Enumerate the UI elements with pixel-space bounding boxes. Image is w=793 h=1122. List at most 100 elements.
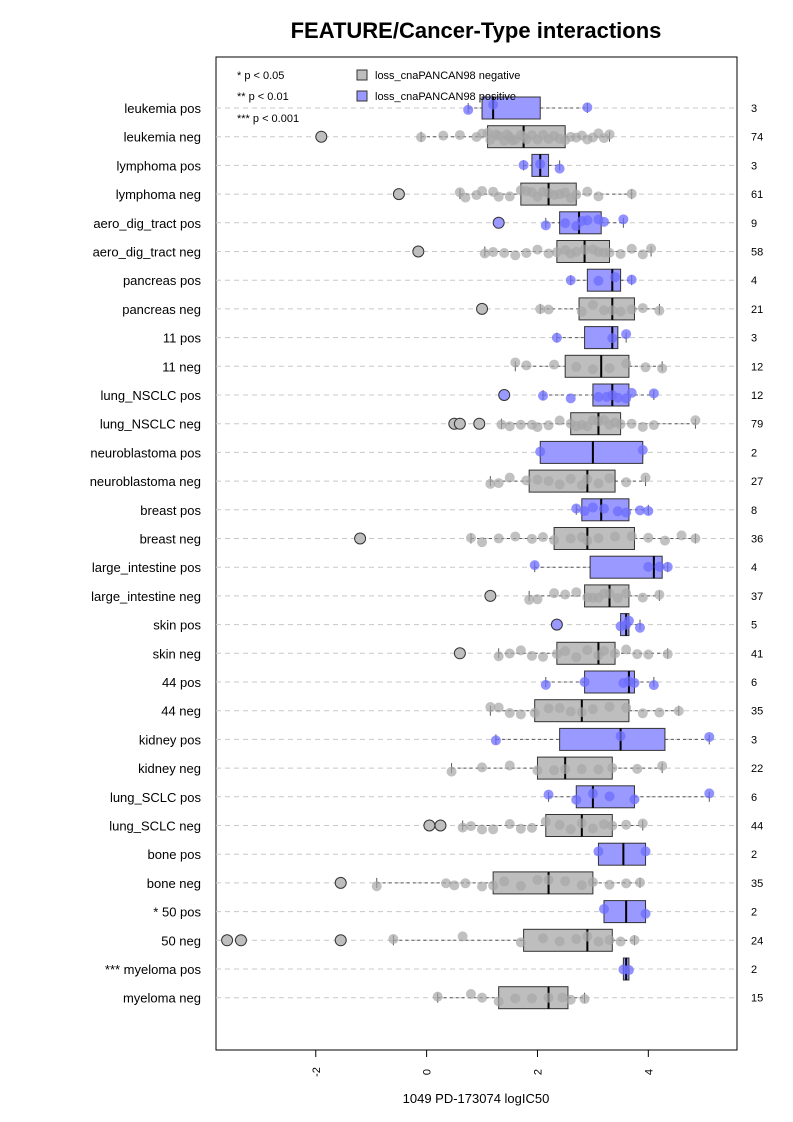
data-point [538, 532, 549, 543]
sample-count: 44 [751, 821, 763, 833]
data-point [654, 589, 665, 600]
data-point [560, 876, 571, 887]
data-point [582, 215, 593, 226]
sample-count: 8 [751, 505, 757, 517]
data-point [532, 874, 543, 885]
data-point [532, 765, 543, 776]
data-point [615, 731, 626, 742]
data-point [629, 677, 640, 688]
data-point [554, 163, 565, 174]
gridlines [216, 107, 737, 999]
outlier-point [334, 876, 347, 889]
row-label: lung_SCLC pos [110, 790, 202, 805]
data-point [607, 305, 618, 316]
data-point [654, 561, 665, 572]
legend-label-positive: loss_cnaPANCAN98 positive [375, 91, 516, 103]
sample-count: 6 [751, 792, 757, 804]
outlier-point [334, 934, 347, 947]
row-label: leukemia pos [124, 101, 201, 116]
data-point [441, 878, 452, 889]
data-point [640, 472, 651, 483]
data-point [610, 648, 621, 659]
data-point [521, 360, 532, 371]
data-point [538, 390, 549, 401]
data-point [526, 650, 537, 661]
data-point [504, 819, 515, 830]
data-point [526, 822, 537, 833]
row-label: 11 neg [162, 359, 201, 374]
data-point [579, 506, 590, 517]
data-point [416, 132, 427, 143]
sample-count: 35 [751, 706, 763, 718]
data-point [629, 794, 640, 805]
data-point [554, 936, 565, 947]
data-point [388, 934, 399, 945]
data-point [612, 392, 623, 403]
data-point [576, 880, 587, 891]
data-point [543, 304, 554, 315]
outlier-point [492, 216, 505, 229]
data-point [623, 965, 634, 976]
data-point [637, 421, 648, 432]
sample-count: 4 [751, 562, 757, 574]
data-point [604, 935, 615, 946]
data-point [615, 936, 626, 947]
data-point [593, 478, 604, 489]
data-point [524, 594, 535, 605]
data-point [621, 507, 632, 518]
data-point [515, 709, 526, 720]
data-point [460, 878, 471, 889]
data-point [582, 931, 593, 942]
boxes [376, 96, 710, 1010]
sample-count: 61 [751, 189, 763, 201]
sample-count: 12 [751, 390, 763, 402]
row-label: bone neg [147, 876, 201, 891]
data-point [582, 186, 593, 197]
legend-label-negative: loss_cnaPANCAN98 negative [375, 70, 520, 82]
sample-count: 79 [751, 419, 763, 431]
data-point [538, 651, 549, 662]
row-label: breast pos [140, 503, 201, 518]
data-point [598, 904, 609, 915]
data-point [465, 988, 476, 999]
data-point [662, 561, 673, 572]
x-tick-label: 0 [422, 1069, 434, 1075]
data-point [510, 993, 521, 1004]
data-point [549, 535, 560, 546]
data-point [504, 191, 515, 202]
data-point [485, 702, 496, 713]
data-point [640, 362, 651, 373]
data-point [554, 819, 565, 830]
data-point [604, 701, 615, 712]
data-point [621, 358, 632, 369]
sample-count: 36 [751, 534, 763, 546]
data-point [515, 823, 526, 834]
sample-count: 12 [751, 361, 763, 373]
data-point [604, 473, 615, 484]
data-point [510, 357, 521, 368]
box [603, 900, 647, 924]
data-point [704, 788, 715, 799]
data-point [615, 249, 626, 260]
data-point [598, 819, 609, 830]
data-point [621, 329, 632, 340]
data-point [465, 532, 476, 543]
data-point [648, 680, 659, 691]
data-point [579, 994, 590, 1005]
data-point [493, 478, 504, 489]
data-point [549, 588, 560, 599]
outlier-point [453, 417, 466, 430]
outlier-point [412, 245, 425, 258]
data-point [535, 159, 546, 170]
data-point [529, 707, 540, 718]
row-label: breast neg [140, 532, 201, 547]
data-point [604, 879, 615, 890]
data-point [626, 188, 637, 199]
outlier-point [234, 934, 247, 947]
data-point [643, 506, 654, 517]
data-point [610, 531, 621, 542]
data-point [551, 648, 562, 659]
data-point [621, 477, 632, 488]
sample-count-labels: 3743619584213121279227836437541635322644… [751, 103, 763, 1005]
